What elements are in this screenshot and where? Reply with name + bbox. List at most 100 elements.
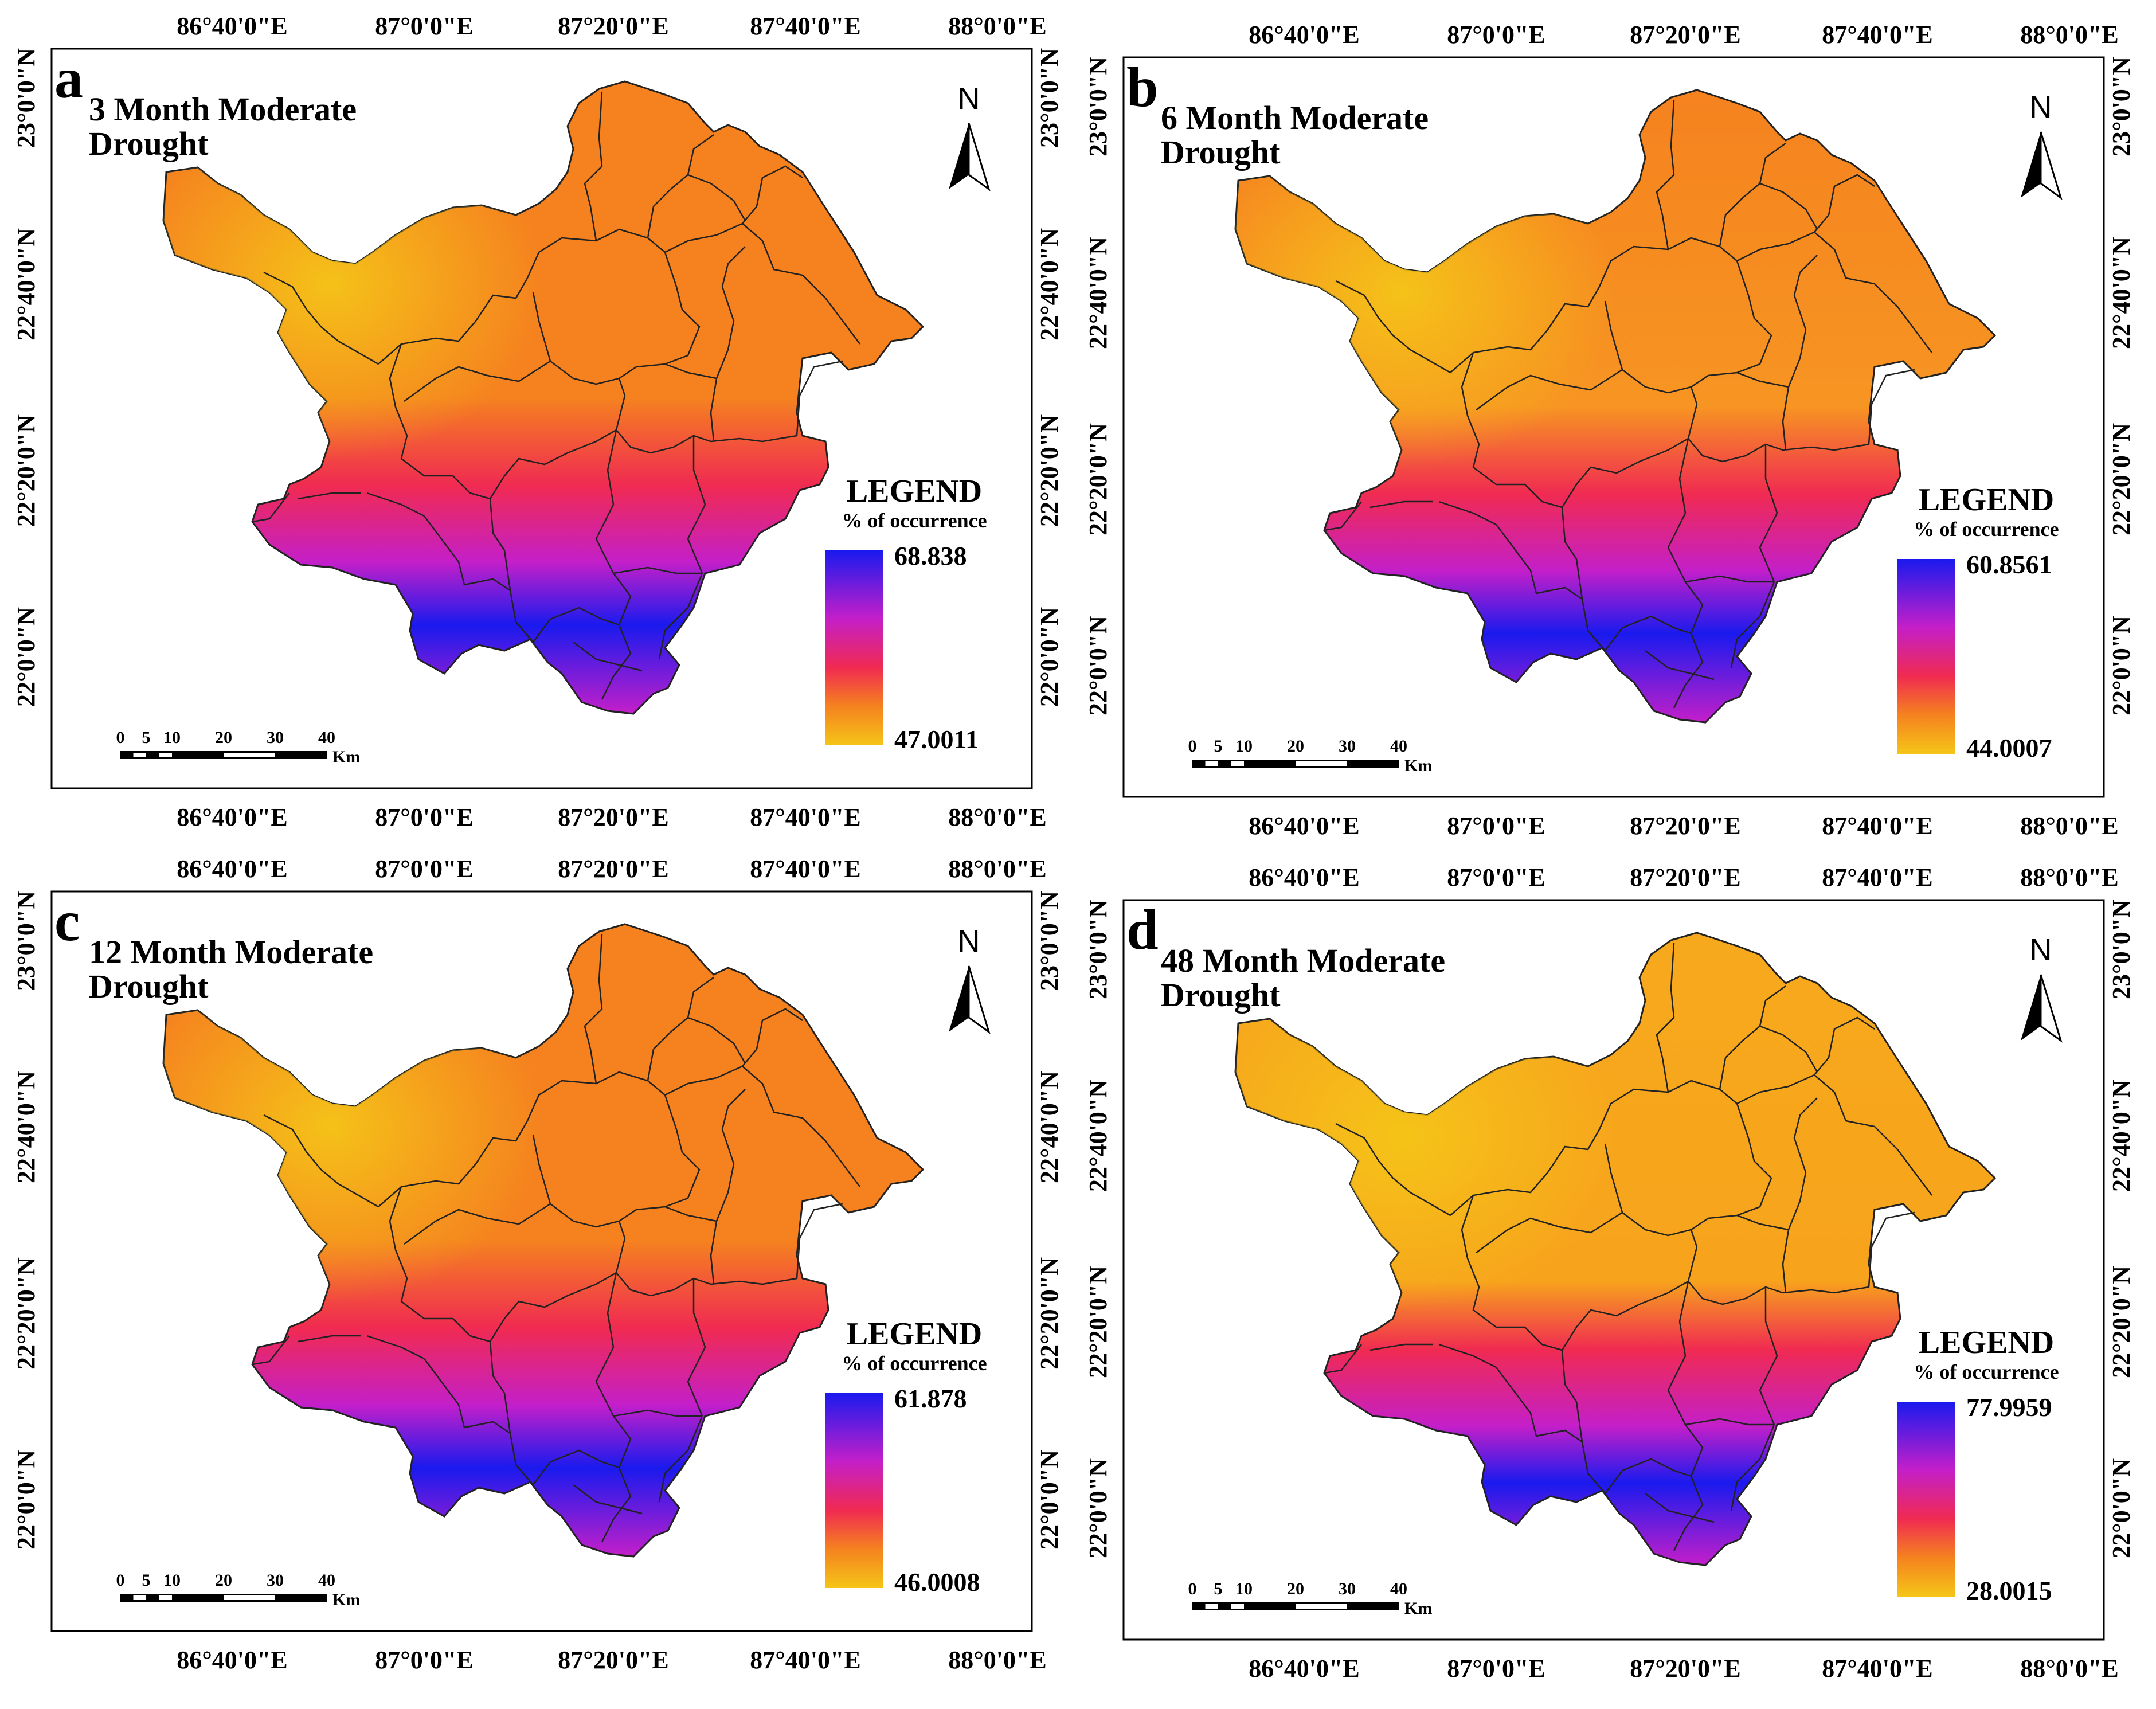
scale-label: 20	[1287, 737, 1304, 756]
lon-tick-top: 87°40'0"E	[1822, 863, 1933, 891]
lon-tick-bottom: 87°40'0"E	[1822, 1655, 1933, 1683]
lat-tick-left: 23°0'0"N	[1084, 57, 1112, 157]
lat-tick-right: 22°0'0"N	[2107, 616, 2135, 715]
panel-title-line1: 48 Month Moderate	[1161, 942, 1445, 979]
lon-tick-top: 86°40'0"E	[177, 855, 288, 883]
lon-tick-top: 87°20'0"E	[1630, 21, 1741, 49]
block-boundaries	[1324, 100, 1932, 709]
scale-label: 20	[215, 728, 232, 747]
scale-label: 5	[142, 728, 151, 747]
lat-tick-right: 22°0'0"N	[1035, 1450, 1063, 1550]
north-label: N	[958, 924, 980, 959]
lon-tick-bottom: 87°0'0"E	[1447, 1655, 1545, 1683]
scale-label: 40	[318, 728, 335, 747]
lon-tick-top: 86°40'0"E	[1249, 21, 1360, 49]
lon-tick-top: 87°0'0"E	[375, 855, 474, 883]
lat-tick-right: 23°0'0"N	[2107, 900, 2135, 999]
legend-color-ramp	[825, 1393, 883, 1588]
scale-label: 10	[1235, 737, 1253, 756]
lon-tick-top: 88°0'0"E	[948, 855, 1047, 883]
lon-tick-top: 86°40'0"E	[1249, 863, 1360, 891]
map-panel-a: 86°40'0"E 86°40'0"E 87°0'0"E 87°0'0"E 87°20'…	[12, 12, 1063, 831]
scale-label: 10	[1235, 1579, 1253, 1598]
north-label: N	[2030, 90, 2052, 124]
scale-label: 5	[142, 1571, 151, 1590]
scale-label: 30	[1339, 737, 1356, 756]
lon-tick-top: 87°0'0"E	[375, 12, 474, 40]
lon-tick-bottom: 87°0'0"E	[375, 803, 474, 831]
lat-tick-left: 22°0'0"N	[12, 607, 40, 707]
legend-min-value: 46.0008	[894, 1567, 980, 1597]
panel-letter: c	[54, 889, 80, 953]
panel-letter: b	[1126, 55, 1159, 119]
lat-tick-right: 23°0'0"N	[2107, 57, 2135, 157]
lat-tick-right: 23°0'0"N	[1035, 48, 1063, 148]
lon-tick-bottom: 86°40'0"E	[1249, 812, 1360, 840]
lat-tick-left: 22°40'0"N	[12, 228, 40, 341]
panel-title-line2: Drought	[1161, 134, 1281, 171]
panel-title-line1: 6 Month Moderate	[1161, 99, 1429, 136]
scale-label: 40	[1390, 1579, 1407, 1598]
lon-tick-bottom: 87°40'0"E	[750, 1646, 861, 1674]
legend-color-ramp	[1897, 559, 1955, 754]
legend-title: LEGEND	[1919, 482, 2055, 518]
lon-tick-bottom: 87°20'0"E	[558, 803, 669, 831]
lon-tick-bottom: 86°40'0"E	[1249, 1655, 1360, 1683]
lon-tick-top: 88°0'0"E	[2020, 21, 2119, 49]
lat-tick-right: 22°20'0"N	[2107, 423, 2135, 535]
north-arrow-icon: N	[949, 924, 991, 1034]
lon-tick-top: 87°0'0"E	[1447, 863, 1545, 891]
lat-tick-left: 22°40'0"N	[12, 1071, 40, 1183]
lat-tick-left: 22°20'0"N	[12, 414, 40, 527]
lon-tick-top: 87°0'0"E	[1447, 21, 1545, 49]
lon-tick-bottom: 87°20'0"E	[1630, 1655, 1741, 1683]
legend-subtitle: % of occurrence	[1914, 518, 2059, 541]
block-boundaries	[252, 91, 860, 700]
north-arrow-icon: N	[2021, 933, 2063, 1043]
lon-tick-top: 86°40'0"E	[177, 12, 288, 40]
scale-label: 40	[1390, 737, 1407, 756]
lat-tick-right: 22°0'0"N	[2107, 1458, 2135, 1558]
lon-tick-top: 87°40'0"E	[1822, 21, 1933, 49]
legend-subtitle: % of occurrence	[842, 1352, 987, 1375]
panel-letter: d	[1126, 898, 1159, 961]
legend-title: LEGEND	[1919, 1325, 2055, 1360]
scale-label: 30	[267, 1571, 284, 1590]
lat-tick-left: 22°0'0"N	[1084, 1458, 1112, 1558]
lat-tick-left: 23°0'0"N	[12, 891, 40, 991]
legend-color-ramp	[825, 550, 883, 745]
north-label: N	[958, 81, 980, 116]
panel-letter: a	[54, 46, 83, 110]
lon-tick-top: 88°0'0"E	[948, 12, 1047, 40]
lon-tick-bottom: 87°40'0"E	[1822, 812, 1933, 840]
lat-tick-right: 22°40'0"N	[2107, 1080, 2135, 1192]
lat-tick-left: 22°20'0"N	[1084, 423, 1112, 535]
lat-tick-left: 22°0'0"N	[1084, 616, 1112, 715]
lat-tick-right: 22°20'0"N	[2107, 1266, 2135, 1378]
north-label: N	[2030, 933, 2052, 967]
scale-label: 40	[318, 1571, 335, 1590]
western-low-zone	[1235, 933, 1995, 1565]
scale-label: 0	[1188, 737, 1197, 756]
scale-label: 30	[267, 728, 284, 747]
panel-title-line2: Drought	[89, 125, 209, 162]
legend-min-value: 47.0011	[894, 725, 979, 754]
lon-tick-top: 87°40'0"E	[750, 855, 861, 883]
lat-tick-left: 22°20'0"N	[1084, 1266, 1112, 1378]
lon-tick-top: 88°0'0"E	[2020, 863, 2119, 891]
legend-min-value: 28.0015	[1966, 1576, 2052, 1605]
lat-tick-left: 23°0'0"N	[12, 48, 40, 148]
map-panel-d: 86°40'0"E 86°40'0"E 87°0'0"E 87°0'0"E 87°20'…	[1084, 863, 2135, 1683]
lat-tick-left: 22°20'0"N	[12, 1257, 40, 1370]
scale-label: 30	[1339, 1579, 1356, 1598]
lat-tick-right: 22°20'0"N	[1035, 1257, 1063, 1370]
lon-tick-bottom: 87°0'0"E	[375, 1646, 474, 1674]
lon-tick-bottom: 88°0'0"E	[2020, 812, 2119, 840]
lat-tick-left: 22°40'0"N	[1084, 1080, 1112, 1192]
legend-subtitle: % of occurrence	[842, 509, 987, 532]
lon-tick-top: 87°20'0"E	[558, 12, 669, 40]
lat-tick-left: 22°40'0"N	[1084, 237, 1112, 349]
panel-title-line2: Drought	[1161, 976, 1281, 1014]
